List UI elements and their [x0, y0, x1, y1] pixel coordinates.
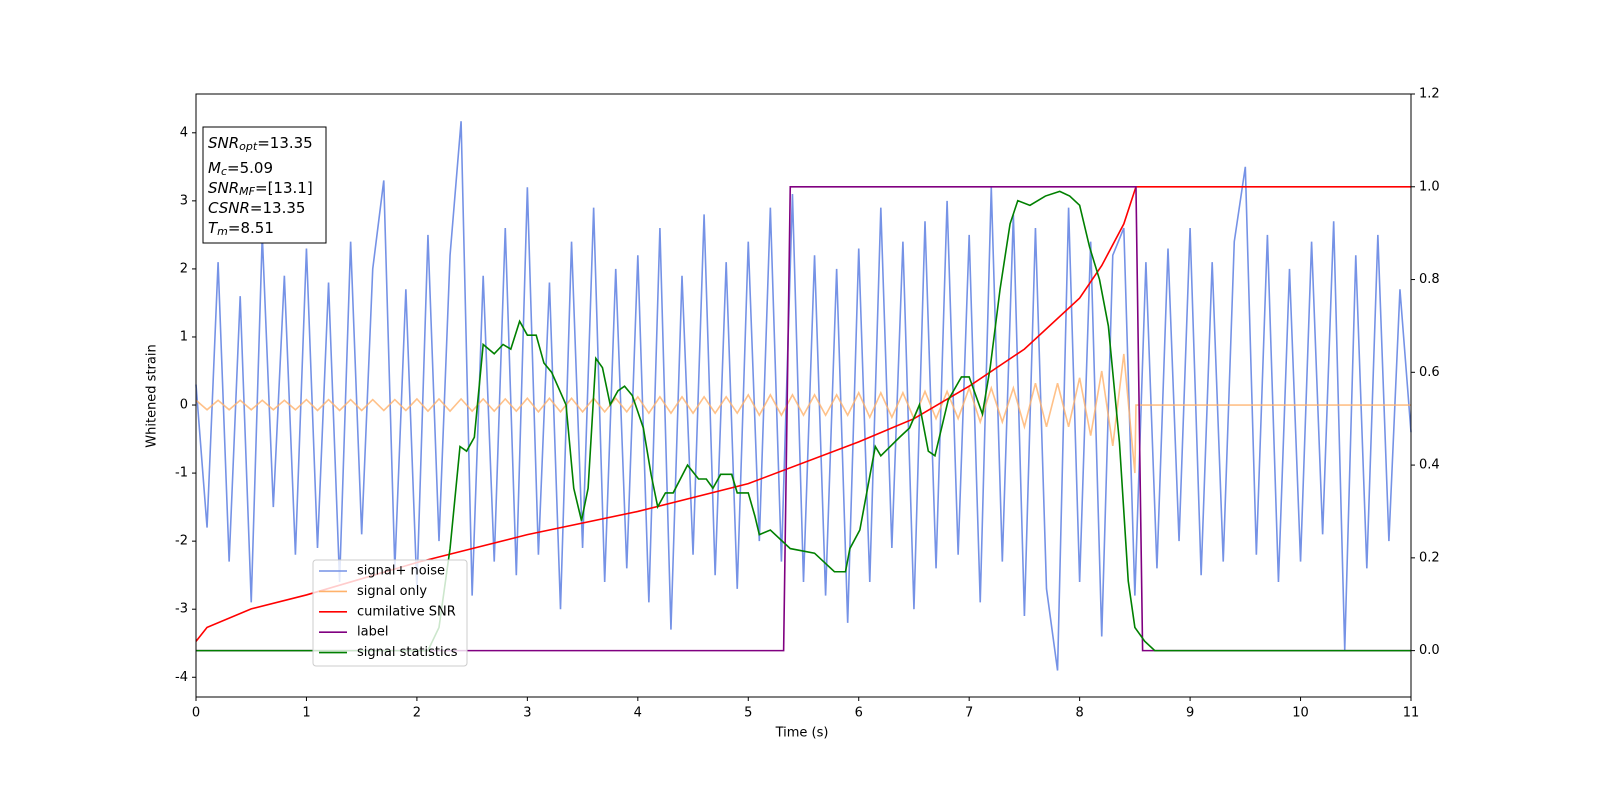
y2-tick-label: 0.4 [1419, 458, 1440, 473]
annotation-value: =8.51 [228, 219, 274, 237]
x-tick-label: 0 [192, 706, 200, 721]
annotation-box [202, 126, 327, 244]
x-tick-label: 7 [965, 706, 973, 721]
y-tick-label: -2 [175, 534, 188, 549]
y2-tick-label: 0.0 [1419, 643, 1440, 658]
annotation-subscript: c [221, 165, 227, 178]
x-tick-label: 3 [523, 706, 531, 721]
y-tick-label: 4 [180, 125, 188, 140]
x-axis-label: Time (s) [775, 726, 829, 741]
x-tick-label: 4 [634, 706, 642, 721]
annotation-symbol: SNR [208, 179, 239, 197]
y-tick-label: -3 [175, 602, 188, 617]
y2-tick-label: 1.2 [1419, 87, 1440, 102]
annotation-symbol: M [208, 159, 221, 177]
annotation-line: CSNR=13.35 [208, 199, 305, 217]
annotation-line: Mc=5.09 [208, 159, 273, 179]
annotation-value: =13.35 [250, 199, 306, 217]
annotation-line: SNRMF=[13.1] [208, 179, 313, 199]
legend-label: label [357, 625, 388, 640]
x-tick-label: 10 [1292, 706, 1309, 721]
annotation-symbol: SNR [208, 134, 239, 152]
y-tick-label: -4 [175, 670, 188, 685]
series-line [195, 353, 1411, 474]
annotation-value: =5.09 [227, 159, 273, 177]
x-tick-label: 8 [1075, 706, 1083, 721]
y-tick-label: 3 [180, 193, 188, 208]
annotation-subscript: m [217, 225, 228, 238]
annotation-value: =13.35 [257, 134, 313, 152]
y-tick-label: 2 [180, 261, 188, 276]
y-axis-label: Whitened strain [145, 344, 160, 447]
series-line [195, 185, 1411, 642]
y2-tick-label: 0.6 [1419, 365, 1440, 380]
legend-label: signal only [357, 584, 427, 599]
x-tick-label: 5 [744, 706, 752, 721]
legend-label: signal statistics [357, 645, 458, 660]
annotation-subscript: MF [239, 185, 255, 198]
x-tick-label: 1 [302, 706, 310, 721]
series-line [195, 121, 1412, 671]
x-tick-label: 11 [1403, 706, 1420, 721]
annotation-symbol: CSNR [208, 199, 250, 217]
legend-label: signal+ noise [357, 564, 445, 579]
x-tick-label: 9 [1186, 706, 1194, 721]
annotation-line: SNRopt=13.35 [208, 134, 313, 154]
legend-label: cumilative SNR [357, 604, 456, 619]
series-line [196, 190, 1411, 652]
y-tick-label: -1 [175, 466, 188, 481]
y2-tick-label: 0.8 [1419, 272, 1440, 287]
annotation-symbol: T [208, 219, 219, 237]
x-tick-label: 2 [413, 706, 421, 721]
annotation-line: Tm=8.51 [208, 219, 274, 239]
y-tick-label: 1 [180, 329, 188, 344]
plot-frame [195, 93, 1412, 698]
annotation-subscript: opt [239, 140, 258, 153]
y2-tick-label: 1.0 [1419, 179, 1440, 194]
annotation: SNRopt=13.35Mc=5.09SNRMF=[13.1]CSNR=13.3… [208, 134, 313, 239]
y2-tick-label: 0.2 [1419, 550, 1440, 565]
y-tick-label: 0 [180, 398, 188, 413]
annotation-value: =[13.1] [255, 179, 313, 197]
x-tick-label: 6 [855, 706, 863, 721]
legend-box [312, 559, 468, 667]
